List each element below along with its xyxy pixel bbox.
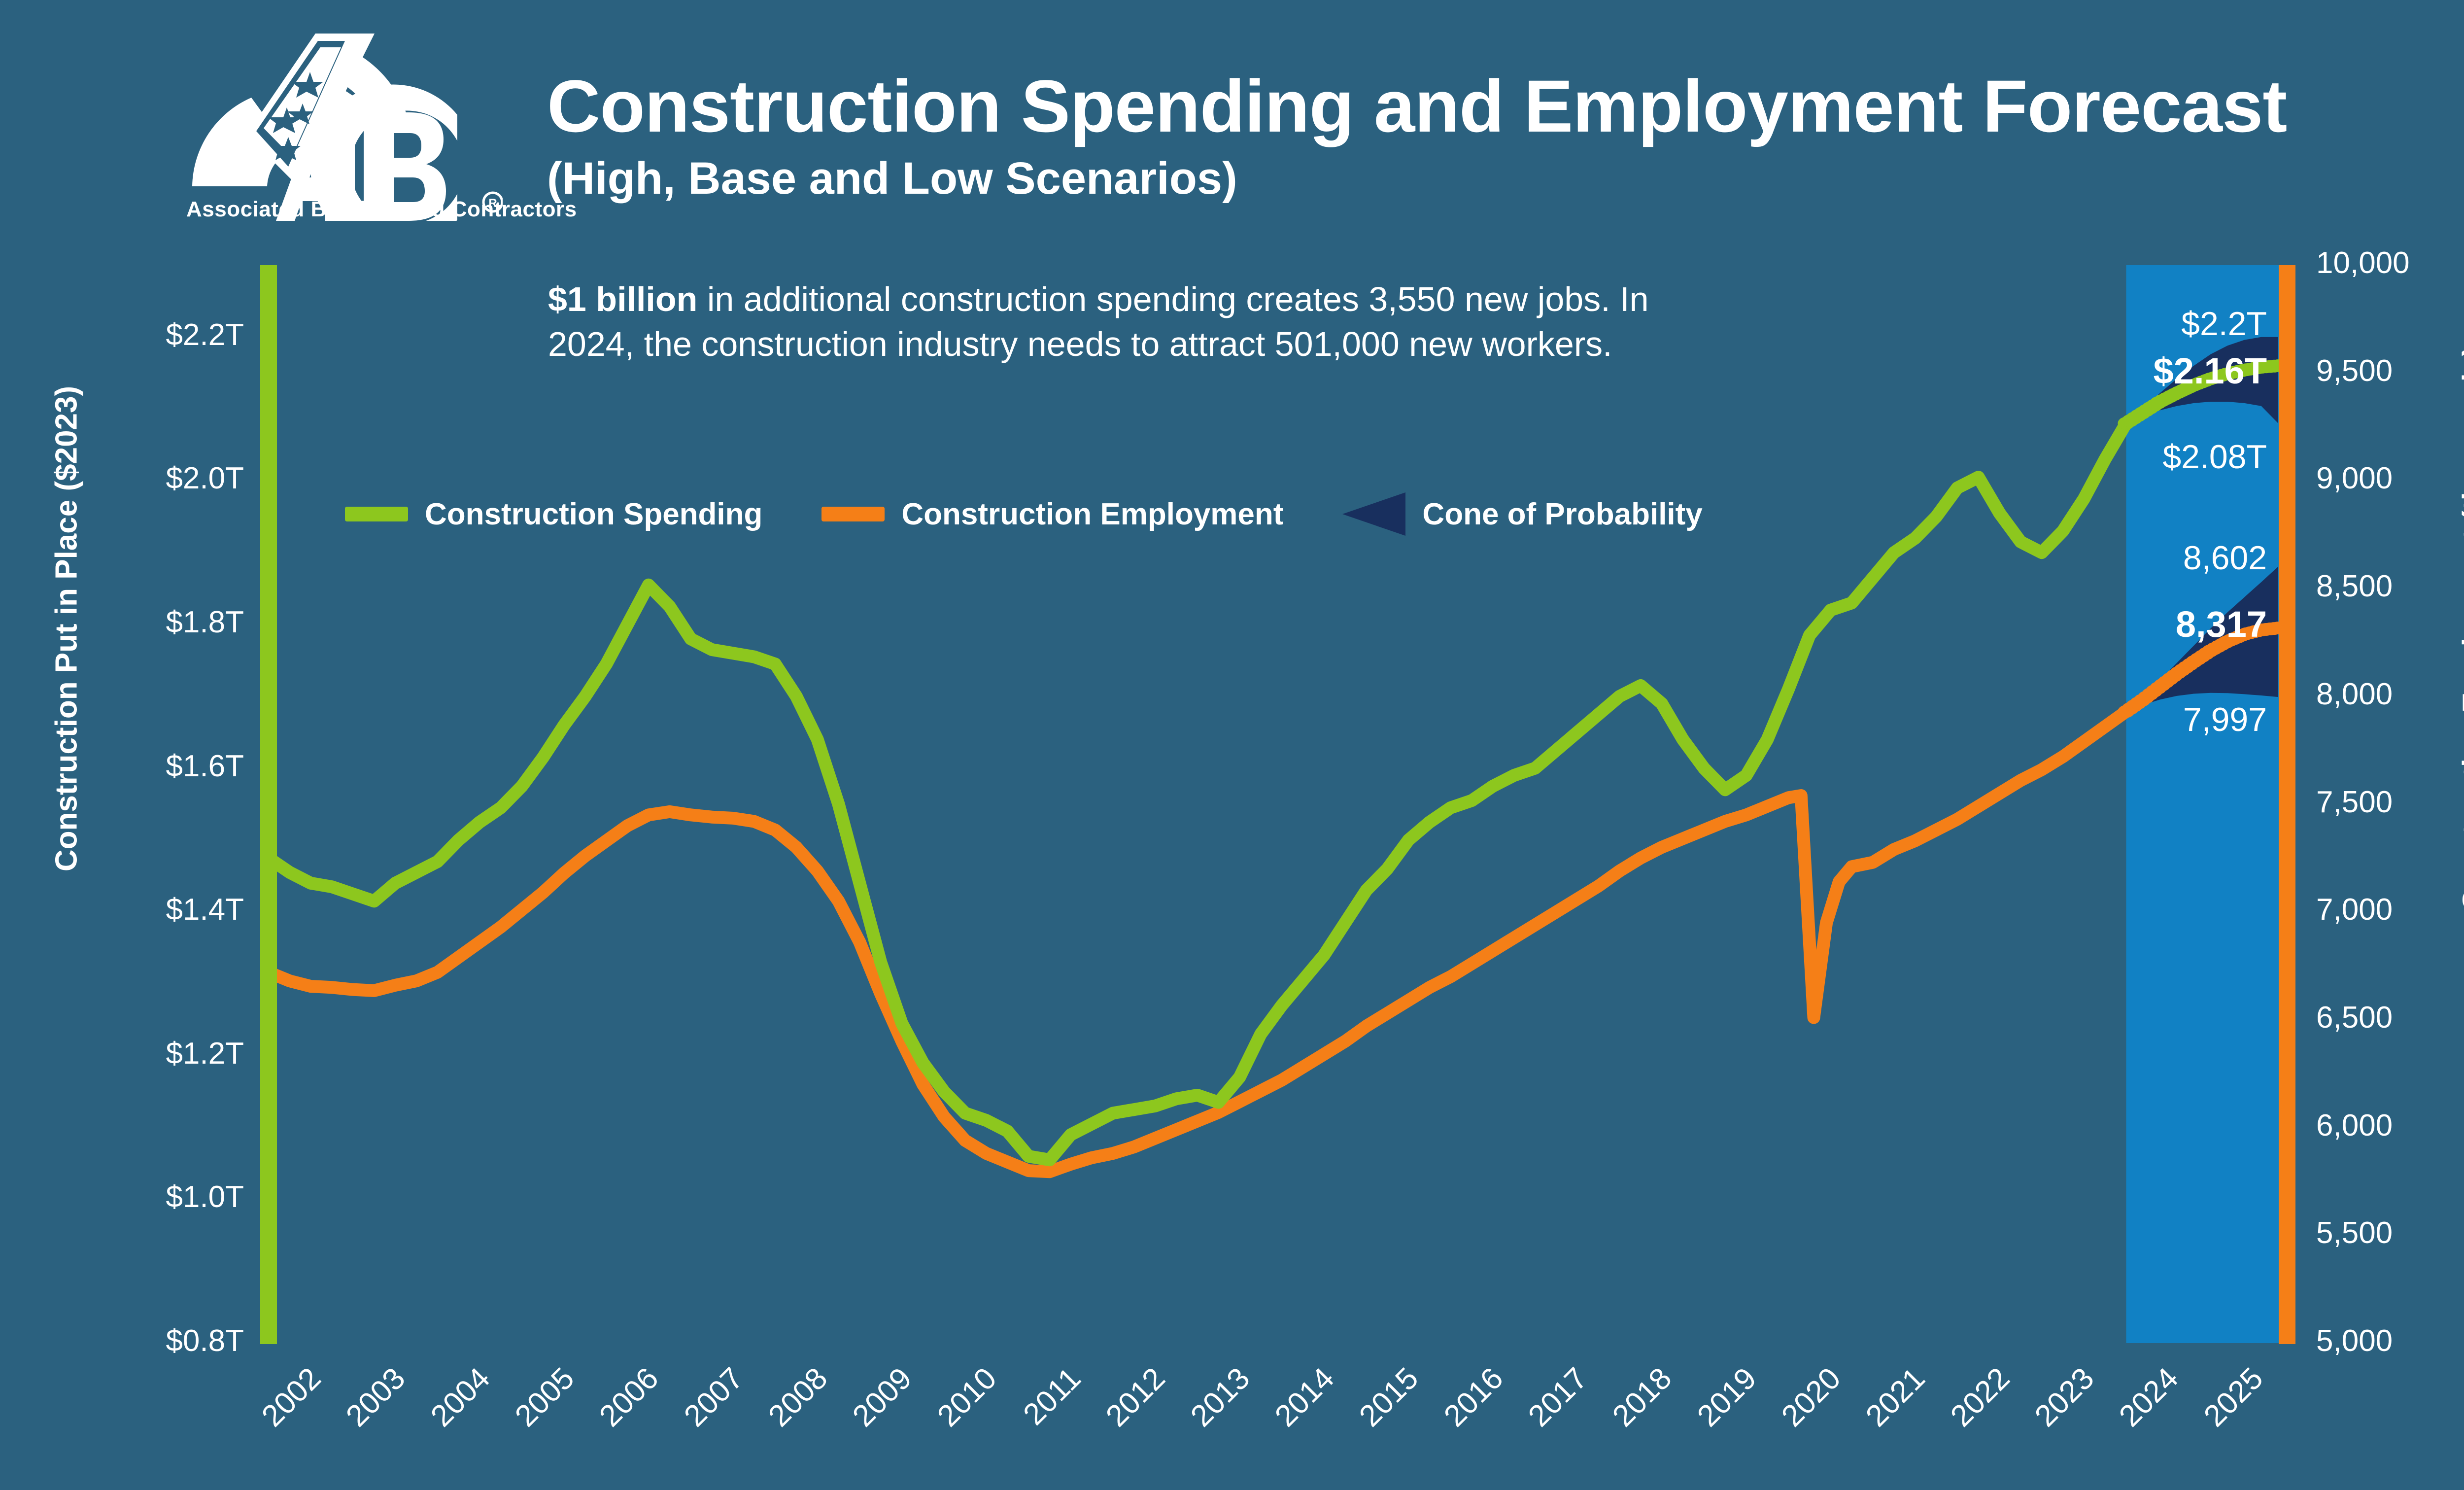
y-tick-left: $1.2T — [96, 1036, 244, 1071]
y-tick-left: $0.8T — [96, 1323, 244, 1358]
y-tick-right: 9,500 — [2316, 353, 2464, 388]
y-tick-right: 5,000 — [2316, 1323, 2464, 1358]
y-tick-right: 6,000 — [2316, 1108, 2464, 1143]
y-tick-right: 5,500 — [2316, 1215, 2464, 1250]
y-tick-right: 10,000 — [2316, 245, 2464, 280]
y-tick-right: 6,500 — [2316, 1000, 2464, 1035]
y-tick-left: $2.2T — [96, 317, 244, 352]
y-tick-right: 8,500 — [2316, 569, 2464, 604]
y-tick-right: 7,000 — [2316, 892, 2464, 927]
y-tick-left: $1.0T — [96, 1179, 244, 1214]
y-tick-left: $1.4T — [96, 892, 244, 927]
employment-line — [269, 711, 2126, 1172]
spending-low-label: $2.08T — [2070, 438, 2267, 476]
spending-base-label: $2.16T — [2070, 350, 2267, 392]
spending-line — [269, 423, 2126, 1160]
employment-base-label: 8,317 — [2070, 603, 2267, 645]
y-tick-left: $1.8T — [96, 605, 244, 640]
y-tick-right: 9,000 — [2316, 461, 2464, 496]
employment-high-label: 8,602 — [2070, 539, 2267, 577]
spending-high-label: $2.2T — [2070, 305, 2267, 343]
y-axis-right-bar — [2279, 265, 2295, 1344]
forecast-band — [2126, 265, 2287, 1343]
y-axis-left-bar — [260, 265, 277, 1344]
y-tick-right: 7,500 — [2316, 785, 2464, 820]
y-tick-left: $1.6T — [96, 749, 244, 784]
y-tick-right: 8,000 — [2316, 677, 2464, 712]
employment-low-label: 7,997 — [2070, 700, 2267, 739]
y-tick-left: $2.0T — [96, 461, 244, 496]
